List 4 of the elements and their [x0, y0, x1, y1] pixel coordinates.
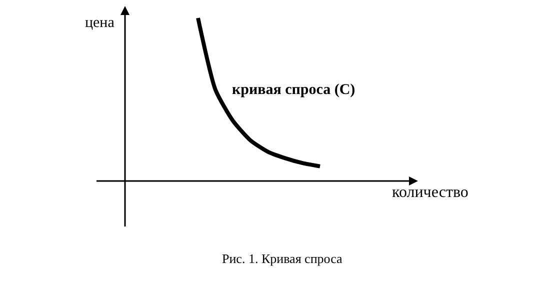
x-axis-title: количество [392, 184, 468, 201]
y-axis-title: цена [85, 15, 115, 31]
text: Рис. 1. Кривая спроса [222, 251, 343, 266]
series-label: кривая спроса (С) [232, 82, 356, 98]
